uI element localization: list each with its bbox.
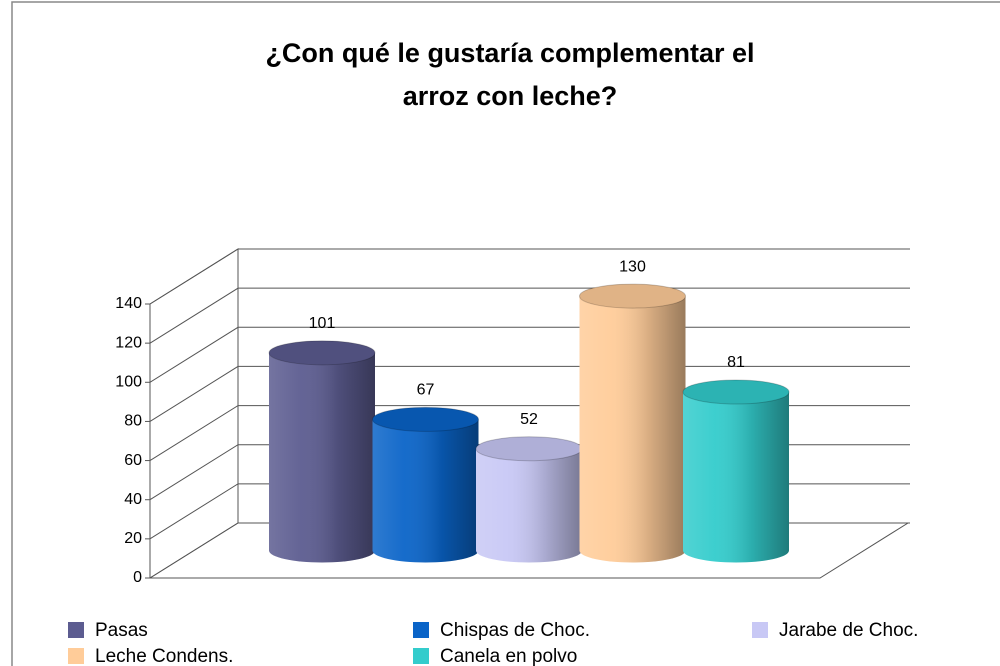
- value-label: 130: [619, 258, 646, 275]
- cylinder-top-shading: [579, 284, 686, 309]
- legend-swatch: [68, 648, 84, 664]
- legend-swatch: [413, 648, 429, 664]
- grid-line: [149, 287, 910, 344]
- cylinder-top: [372, 406, 479, 432]
- y-tick-label: 40: [124, 491, 142, 508]
- y-tick-label: 20: [124, 530, 142, 547]
- cylinder-top-shading: [476, 436, 582, 461]
- legend-swatch: [752, 622, 768, 638]
- y-tick-label: 60: [124, 452, 142, 469]
- cylinder-top-shading: [269, 340, 375, 365]
- legend-swatch: [413, 622, 429, 638]
- y-tick-label: 100: [115, 374, 142, 391]
- legend-swatch: [68, 622, 84, 638]
- value-label: 52: [520, 411, 538, 428]
- y-tick-label: 0: [133, 569, 142, 586]
- legend-label: Pasas: [95, 620, 148, 641]
- value-label: 67: [417, 382, 435, 399]
- legend-label: Chispas de Choc.: [440, 620, 590, 641]
- value-label: 101: [309, 315, 336, 332]
- legend-label: Jarabe de Choc.: [779, 620, 918, 641]
- legend-label: Leche Condens.: [95, 646, 233, 666]
- cylinder-shading: [476, 448, 582, 563]
- cylinder-shading: [372, 419, 479, 563]
- chart-title: ¿Con qué le gustaría complementar el: [265, 38, 754, 68]
- grid-line: [149, 248, 910, 305]
- y-tick-label: 80: [124, 413, 142, 430]
- cylinder-shading: [683, 391, 789, 563]
- grid-line: [149, 326, 910, 383]
- cylinder-top: [579, 283, 686, 309]
- grid-line: [149, 365, 910, 422]
- cylinder-top-shading: [372, 407, 479, 432]
- cylinder-top-shading: [683, 379, 789, 404]
- cylinder-top: [268, 340, 376, 366]
- chart-title: arroz con leche?: [403, 81, 618, 111]
- legend-label: Canela en polvo: [440, 646, 577, 666]
- cylinder-shading: [269, 352, 375, 563]
- cylinder-top: [682, 379, 790, 405]
- cylinder-shading: [579, 296, 686, 563]
- y-tick-label: 120: [115, 334, 142, 351]
- y-tick-label: 140: [115, 295, 142, 312]
- value-label: 81: [727, 354, 745, 371]
